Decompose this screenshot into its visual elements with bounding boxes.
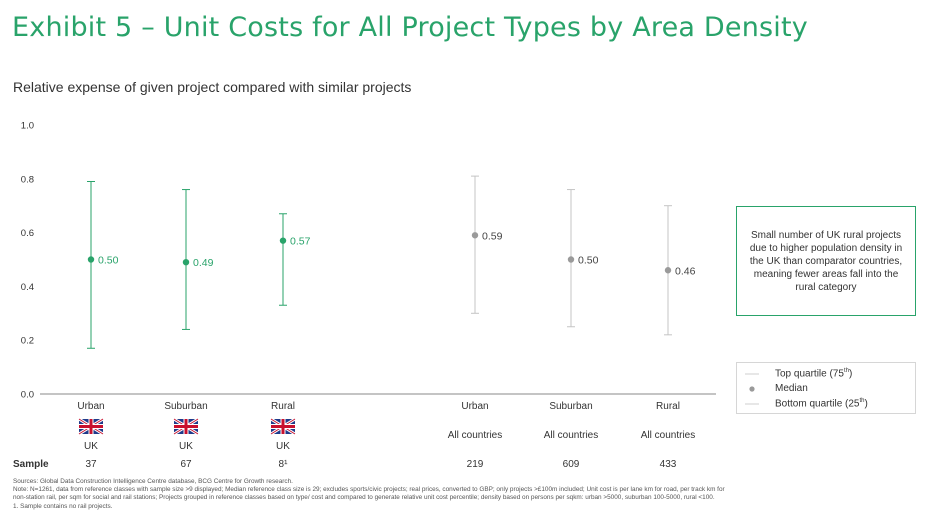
median-data-label: 0.59 [482, 230, 503, 242]
x-category-label: Rural [656, 401, 680, 412]
bottom-quartile-line-icon [745, 403, 759, 405]
range-chart: 0.0 0.2 0.4 0.6 0.8 1.0 0.50 Urban UK 37 0.49 Subur… [13, 121, 716, 470]
footnote-note-line-2: non-station rail, per sqm for social and… [13, 494, 715, 502]
footnote-1: 1. Sample contains no rail projects. [13, 502, 113, 510]
x-category-label: Suburban [164, 401, 207, 412]
median-point [87, 256, 95, 263]
sample-size-label: 433 [660, 459, 677, 470]
sample-size-label: 37 [85, 459, 97, 470]
sample-size-label: 609 [563, 459, 580, 470]
footnote-sources: Sources: Global Data Construction Intell… [13, 478, 293, 485]
y-tick-label: 0.2 [21, 336, 34, 347]
median-data-label: 0.50 [578, 255, 599, 267]
footnote-note-line-1: Note: N=1261, data from reference classe… [13, 486, 725, 494]
uk-flag-icon [78, 417, 104, 436]
x-region-label: All countries [448, 430, 502, 441]
median-point [182, 258, 190, 266]
page-title: Exhibit 5 – Unit Costs for All Project T… [12, 12, 808, 43]
median-point [279, 237, 287, 244]
legend-label-top-quartile: Top quartile (75th) [775, 368, 853, 380]
legend-label-median: Median [775, 383, 808, 394]
uk-flag-icon [173, 417, 199, 436]
median-point [471, 232, 479, 239]
sample-size-label: 8¹ [279, 459, 289, 470]
x-category-label: Rural [271, 401, 295, 412]
median-data-label: 0.57 [290, 236, 311, 248]
y-tick-label: 1.0 [21, 121, 34, 132]
uk-flag-icon [270, 417, 296, 436]
sample-size-label: 67 [180, 459, 192, 470]
x-region-label: UK [276, 441, 290, 452]
median-point [567, 256, 575, 263]
y-tick-label: 0.6 [21, 228, 34, 239]
y-tick-label: 0.4 [21, 282, 34, 293]
x-category-label: Suburban [549, 401, 592, 412]
median-data-label: 0.49 [193, 257, 214, 269]
x-category-label: Urban [77, 401, 104, 412]
footnotes: Sources: Global Data Construction Intell… [13, 478, 928, 511]
median-data-label: 0.46 [675, 265, 696, 277]
x-region-label: All countries [544, 430, 598, 441]
y-tick-label: 0.8 [21, 174, 34, 185]
y-tick-label: 0.0 [21, 390, 34, 401]
x-region-label: UK [179, 441, 193, 452]
median-data-label: 0.50 [98, 255, 119, 267]
x-region-label: All countries [641, 430, 695, 441]
chart-subtitle: Relative expense of given project compar… [13, 79, 412, 95]
sample-row-label: Sample [13, 459, 49, 470]
annotation-box: Small number of UK rural projects due to… [736, 206, 916, 316]
x-category-label: Urban [461, 401, 488, 412]
legend: Top quartile (75th) Median Bottom quarti… [736, 362, 916, 414]
median-dot-icon [749, 386, 755, 392]
sample-size-label: 219 [467, 459, 484, 470]
median-point [664, 267, 672, 274]
legend-label-bottom-quartile: Bottom quartile (25th) [775, 398, 868, 410]
top-quartile-line-icon [745, 373, 759, 375]
x-region-label: UK [84, 441, 98, 452]
